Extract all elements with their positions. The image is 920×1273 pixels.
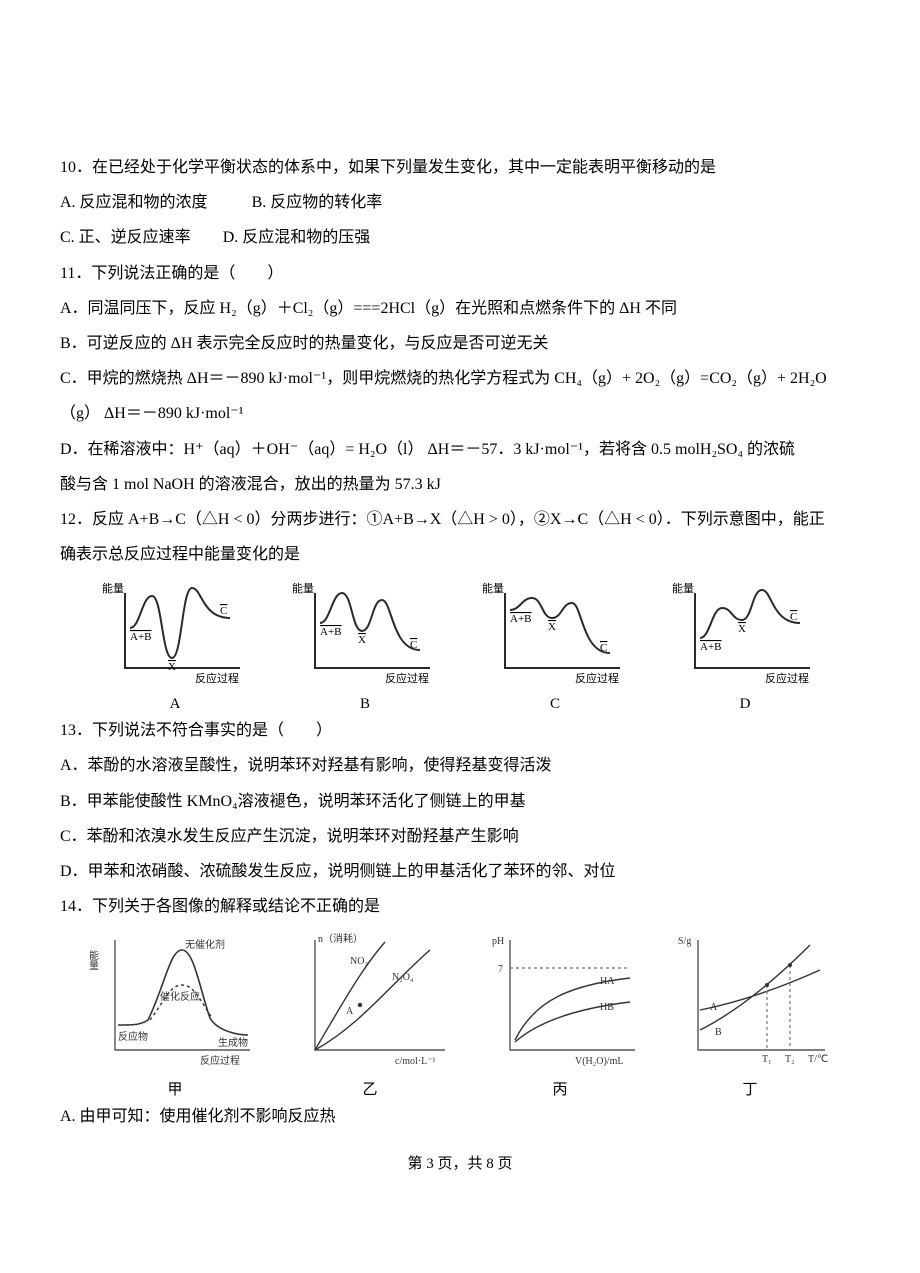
q14-fig1: 能量 无催化剂 催化反应 反应物 生成物 反应过程 甲 [90, 930, 260, 1099]
q14-stem: 14．下列关于各图像的解释或结论不正确的是 [60, 889, 860, 924]
svg-text:X: X [548, 621, 556, 633]
page-footer: 第 3 页，共 8 页 [0, 1152, 920, 1173]
svg-text:反应过程: 反应过程 [575, 671, 619, 685]
energy-diagram-A-icon: 能量 A+B X C 反应过程 [100, 578, 250, 688]
q11-optC-2: （g） ΔH＝－890 kJ·mol⁻¹ [60, 396, 860, 431]
q14-figure-row: 能量 无催化剂 催化反应 反应物 生成物 反应过程 甲 [60, 930, 860, 1099]
q11-optA: A．同温同压下，反应 H₂（g）＋Cl₂（g）===2HCl（g）在光照和点燃条… [60, 291, 860, 326]
q12-stem-2: 确表示总反应过程中能量变化的是 [60, 537, 860, 572]
svg-text:T₁: T₁ [762, 1054, 772, 1065]
q12-capD: D [670, 696, 820, 713]
q14-cap1: 甲 [90, 1078, 260, 1099]
svg-text:能量: 能量 [102, 581, 124, 595]
q10-optD: D. 反应混和物的压强 [223, 229, 371, 246]
svg-text:能量: 能量 [672, 581, 694, 595]
svg-text:生成物: 生成物 [218, 1036, 248, 1049]
svg-text:能量: 能量 [90, 949, 99, 970]
q11-optD-1: D．在稀溶液中：H⁺（aq）＋OH⁻（aq）= H₂O（l） ΔH＝－57．3 … [60, 432, 860, 467]
svg-text:X: X [358, 634, 366, 646]
q14-fig4: S/g A B T₁ T₂ T/℃ 丁 [670, 930, 830, 1099]
svg-text:B: B [715, 1027, 722, 1038]
energy-diagram-B-icon: 能量 A+B X C 反应过程 [290, 578, 440, 688]
svg-text:无催化剂: 无催化剂 [185, 938, 225, 951]
q12-stem-1: 12．反应 A+B→C（△H < 0）分两步进行：①A+B→X（△H > 0），… [60, 502, 860, 537]
svg-text:c/mol·L⁻¹: c/mol·L⁻¹ [395, 1056, 436, 1067]
q13-stem: 13．下列说法不符合事实的是（ ） [60, 713, 860, 748]
q13-optC: C．苯酚和浓溴水发生反应产生沉淀，说明苯环对酚羟基产生影响 [60, 819, 860, 854]
svg-text:C: C [600, 642, 607, 654]
energy-diagram-C-icon: 能量 A+B X C 反应过程 [480, 578, 630, 688]
svg-text:V(H₂O)/mL: V(H₂O)/mL [575, 1056, 623, 1067]
q14-cap4: 丁 [670, 1078, 830, 1099]
svg-text:A+B: A+B [320, 626, 341, 638]
svg-text:A: A [710, 1002, 718, 1013]
svg-text:A+B: A+B [700, 641, 721, 653]
svg-text:A+B: A+B [510, 613, 531, 625]
catalyst-energy-icon: 能量 无催化剂 催化反应 反应物 生成物 反应过程 [90, 930, 260, 1070]
svg-text:C: C [790, 611, 797, 623]
svg-text:反应物: 反应物 [118, 1030, 148, 1043]
svg-text:A+B: A+B [130, 631, 151, 643]
ph-dilution-curve-icon: pH 7 HA HB V(H₂O)/mL [480, 930, 640, 1070]
q12-figD: 能量 A+B X C 反应过程 D [670, 578, 820, 713]
q14-fig2: n（消耗） NO₂ N₂O₄ A c/mol·L⁻¹ 乙 [290, 930, 450, 1099]
q11-stem: 11．下列说法正确的是（ ） [60, 256, 860, 291]
q12-figA: 能量 A+B X C 反应过程 A [100, 578, 250, 713]
q10-optB: B. 反应物的转化率 [252, 194, 383, 211]
svg-text:能量: 能量 [482, 581, 504, 595]
svg-text:A: A [346, 1006, 354, 1017]
svg-text:反应过程: 反应过程 [200, 1054, 240, 1067]
svg-text:反应过程: 反应过程 [385, 671, 429, 685]
q12-figure-row: 能量 A+B X C 反应过程 A 能量 A+B X [60, 578, 860, 713]
q14-cap3: 丙 [480, 1078, 640, 1099]
q12-capC: C [480, 696, 630, 713]
no2-n2o4-curve-icon: n（消耗） NO₂ N₂O₄ A c/mol·L⁻¹ [290, 930, 450, 1070]
svg-text:反应过程: 反应过程 [765, 671, 809, 685]
svg-text:T₂: T₂ [785, 1054, 795, 1065]
q14-fig3: pH 7 HA HB V(H₂O)/mL 丙 [480, 930, 640, 1099]
energy-diagram-D-icon: 能量 A+B X C 反应过程 [670, 578, 820, 688]
q10-optA: A. 反应混和物的浓度 [60, 194, 208, 211]
q11-optD-2: 酸与含 1 mol NaOH 的溶液混合，放出的热量为 57.3 kJ [60, 467, 860, 502]
svg-text:n（消耗）: n（消耗） [318, 932, 363, 945]
svg-text:催化反应: 催化反应 [160, 990, 200, 1003]
svg-text:NO₂: NO₂ [350, 956, 368, 967]
q13-optB: B．甲苯能使酸性 KMnO₄溶液褪色，说明苯环活化了侧链上的甲基 [60, 784, 860, 819]
svg-text:N₂O₄: N₂O₄ [392, 972, 414, 983]
q11-optB: B．可逆反应的 ΔH 表示完全反应时的热量变化，与反应是否可逆无关 [60, 326, 860, 361]
svg-text:pH: pH [492, 936, 504, 947]
solubility-curve-icon: S/g A B T₁ T₂ T/℃ [670, 930, 830, 1070]
svg-text:C: C [410, 639, 417, 651]
q12-capA: A [100, 696, 250, 713]
svg-text:X: X [738, 623, 746, 635]
q10-optC: C. 正、逆反应速率 [60, 229, 191, 246]
svg-text:能量: 能量 [292, 581, 314, 595]
q12-figB: 能量 A+B X C 反应过程 B [290, 578, 440, 713]
q11-optC-1: C．甲烷的燃烧热 ΔH＝－890 kJ·mol⁻¹，则甲烷燃烧的热化学方程式为 … [60, 361, 860, 396]
svg-text:S/g: S/g [678, 936, 691, 947]
q13-optA: A．苯酚的水溶液呈酸性，说明苯环对羟基有影响，使得羟基变得活泼 [60, 748, 860, 783]
svg-text:HB: HB [600, 1002, 614, 1013]
q14-optA: A. 由甲可知：使用催化剂不影响反应热 [60, 1099, 860, 1134]
svg-text:C: C [220, 605, 227, 617]
svg-text:X: X [168, 661, 176, 673]
q12-capB: B [290, 696, 440, 713]
q12-figC: 能量 A+B X C 反应过程 C [480, 578, 630, 713]
svg-text:反应过程: 反应过程 [195, 671, 239, 685]
svg-text:T/℃: T/℃ [808, 1054, 828, 1065]
svg-text:HA: HA [600, 976, 615, 987]
svg-text:7: 7 [498, 964, 503, 975]
q10-stem: 10．在已经处于化学平衡状态的体系中，如果下列量发生变化，其中一定能表明平衡移动… [60, 150, 860, 185]
q13-optD: D．甲苯和浓硝酸、浓硫酸发生反应，说明侧链上的甲基活化了苯环的邻、对位 [60, 854, 860, 889]
q14-cap2: 乙 [290, 1078, 450, 1099]
